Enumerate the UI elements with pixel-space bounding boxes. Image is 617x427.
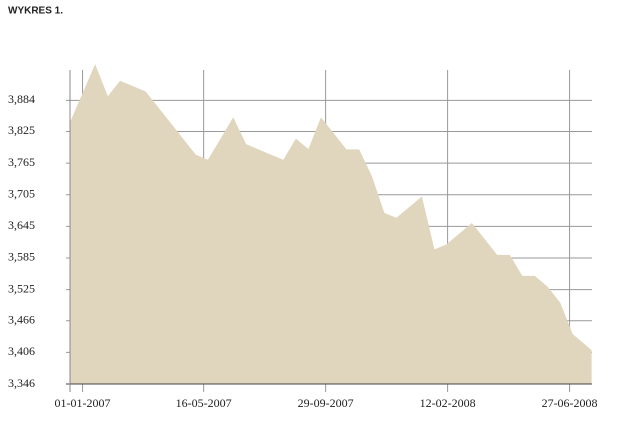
- y-tick-label: 3,466: [8, 312, 35, 326]
- axes: 3,346 3,406 3,466 3,525 3,585 3,645 3,705 3,765…: [8, 70, 598, 410]
- plot: [69, 64, 592, 385]
- y-tick-label: 3,705: [8, 186, 35, 200]
- y-tick-label: 3,585: [8, 250, 35, 264]
- x-tick-label: 12-02-2008: [420, 396, 476, 410]
- area: [69, 64, 592, 385]
- y-tick-label: 3,406: [8, 344, 35, 358]
- x-tick-label: 16-05-2007: [176, 396, 232, 410]
- y-tick-label: 3,825: [8, 123, 35, 137]
- y-tick-label: 3,765: [8, 155, 35, 169]
- y-tick-label: 3,884: [8, 92, 35, 106]
- y-tick-label: 3,645: [8, 218, 35, 232]
- chart-title: WYKRES 1.: [8, 6, 63, 17]
- x-tick-label: 29-09-2007: [298, 396, 354, 410]
- y-tick-label: 3,525: [8, 281, 35, 295]
- x-tick-label: 27-06-2008: [542, 396, 598, 410]
- y-tick-label: 3,346: [8, 376, 35, 390]
- x-tick-label: 01-01-2007: [55, 396, 111, 410]
